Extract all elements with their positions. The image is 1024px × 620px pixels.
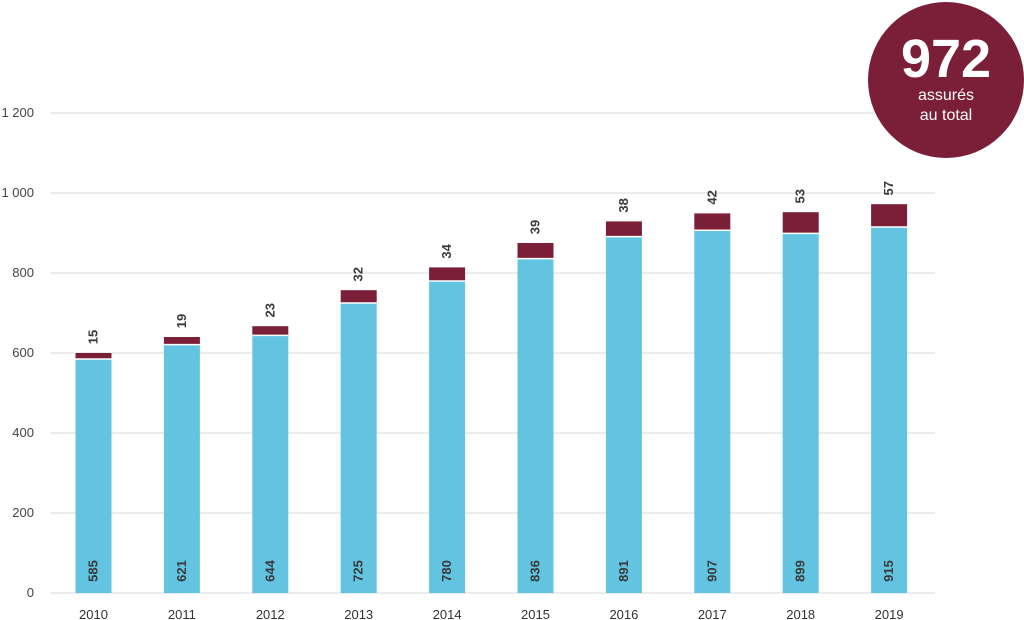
total-label-line1: assurés — [917, 87, 975, 104]
bar-segment-series2 — [252, 326, 289, 336]
data-label-series2: 57 — [881, 181, 896, 195]
total-badge: 972 assurés au total — [868, 2, 1024, 158]
x-tick-label: 2010 — [79, 607, 108, 620]
bar-segment-series2 — [871, 204, 908, 227]
bars: 585 15 621 19 644 23 725 32 780 34 836 39 891 38 907 42… — [75, 181, 908, 593]
data-label-series1: 585 — [86, 560, 101, 582]
bar-segment-series1 — [252, 335, 289, 593]
bar-segment-series1 — [517, 258, 554, 593]
bar-segment-series1 — [429, 281, 466, 593]
data-label-series1: 899 — [793, 560, 808, 582]
data-label-series1: 915 — [881, 560, 896, 582]
data-label-series2: 23 — [262, 303, 277, 317]
y-tick-label: 400 — [12, 425, 34, 440]
x-tick-label: 2013 — [344, 607, 373, 620]
x-tick-label: 2011 — [168, 607, 196, 620]
y-tick-label: 1 000 — [1, 185, 34, 200]
y-tick-label: 1 200 — [1, 105, 34, 120]
data-label-series1: 907 — [704, 560, 719, 582]
bar-segment-series1 — [75, 359, 112, 593]
bar-segment-series1 — [163, 344, 200, 593]
data-label-series1: 836 — [528, 560, 543, 582]
data-label-series2: 19 — [174, 314, 189, 328]
data-label-series1: 644 — [262, 559, 277, 581]
x-tick-label: 2018 — [786, 607, 815, 620]
data-label-series2: 39 — [528, 220, 543, 234]
x-tick-label: 2016 — [609, 607, 638, 620]
y-tick-label: 600 — [12, 345, 34, 360]
data-label-series2: 38 — [616, 198, 631, 212]
x-tick-label: 2012 — [256, 607, 285, 620]
x-axis: 2010 2011 2012 2013 2014 2015 2016 2017 2018 2019 — [79, 607, 904, 620]
x-tick-label: 2015 — [521, 607, 550, 620]
bar-segment-series2 — [782, 212, 819, 234]
y-tick-label: 200 — [12, 505, 34, 520]
bar-segment-series2 — [429, 267, 466, 281]
bar-segment-series2 — [605, 221, 642, 237]
bar-segment-series1 — [340, 303, 377, 593]
data-label-series2: 15 — [86, 330, 101, 344]
x-tick-label: 2014 — [433, 607, 462, 620]
total-label-line2: au total — [919, 107, 973, 124]
bar-segment-series1 — [782, 233, 819, 593]
total-value: 972 — [900, 29, 992, 89]
bar-segment-series1 — [694, 230, 731, 593]
y-tick-label: 800 — [12, 265, 34, 280]
bar-segment-series2 — [340, 290, 377, 303]
bar-segment-series2 — [75, 353, 112, 359]
data-label-series1: 725 — [351, 560, 366, 582]
y-axis: 0 200 400 600 800 1 000 1 200 — [1, 105, 34, 600]
bar-segment-series1 — [871, 227, 908, 593]
data-label-series2: 42 — [704, 190, 719, 204]
x-tick-label: 2017 — [698, 607, 727, 620]
data-label-series1: 891 — [616, 560, 631, 582]
x-tick-label: 2019 — [875, 607, 904, 620]
bar-segment-series2 — [163, 337, 200, 345]
data-label-series2: 53 — [793, 189, 808, 203]
bar-segment-series2 — [694, 213, 731, 231]
bar-segment-series1 — [605, 236, 642, 593]
data-label-series1: 780 — [439, 560, 454, 582]
data-label-series2: 34 — [439, 243, 454, 258]
data-label-series2: 32 — [351, 267, 366, 281]
data-label-series1: 621 — [174, 560, 189, 582]
bar-segment-series2 — [517, 243, 554, 259]
y-tick-label: 0 — [27, 585, 34, 600]
